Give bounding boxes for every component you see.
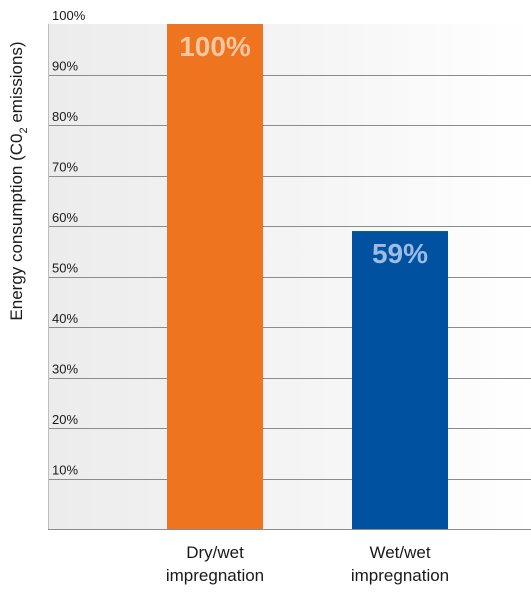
bar bbox=[167, 24, 263, 529]
y-tick-label: 70% bbox=[52, 160, 78, 175]
y-tick-label: 80% bbox=[52, 109, 78, 124]
x-category-label: Wet/wet impregnation bbox=[351, 543, 449, 585]
bars: 100% 59% bbox=[167, 24, 448, 530]
plot-background bbox=[48, 24, 531, 529]
data-label: 59% bbox=[372, 238, 428, 269]
x-category-label: Dry/wet impregnation bbox=[166, 543, 264, 585]
y-tick-label: 90% bbox=[52, 59, 78, 74]
y-tick-labels: 10% 20% 30% 40% 50% 60% 70% 80% 90% 100% bbox=[52, 8, 86, 478]
y-tick-label: 60% bbox=[52, 210, 78, 225]
y-tick-label: 100% bbox=[52, 8, 86, 23]
gridlines bbox=[48, 24, 531, 530]
y-tick-label: 10% bbox=[52, 463, 78, 478]
y-tick-label: 30% bbox=[52, 362, 78, 377]
y-axis-label: Energy consumption (C02 emissions) bbox=[7, 41, 30, 320]
y-tick-label: 50% bbox=[52, 261, 78, 276]
data-label: 100% bbox=[179, 31, 251, 62]
x-category-labels: Dry/wet impregnation Wet/wet impregnation bbox=[166, 543, 449, 585]
y-tick-label: 20% bbox=[52, 412, 78, 427]
y-tick-label: 40% bbox=[52, 311, 78, 326]
bar bbox=[352, 231, 448, 530]
